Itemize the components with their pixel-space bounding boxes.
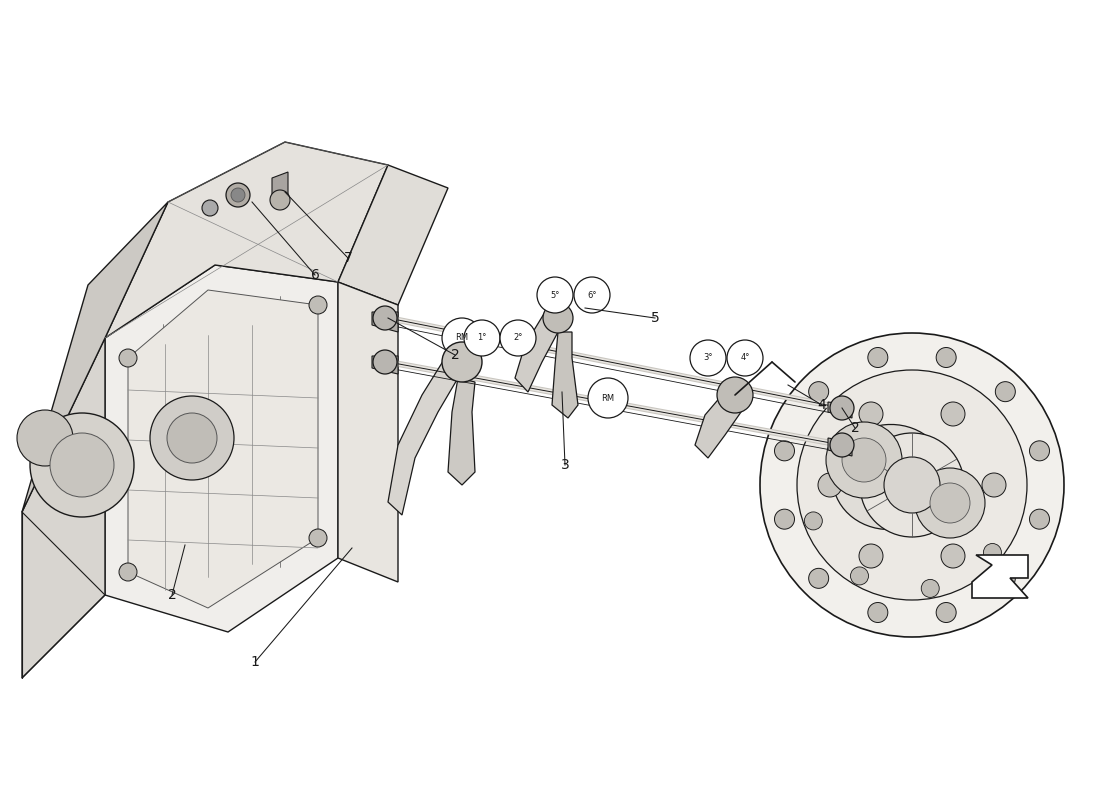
Polygon shape: [104, 265, 338, 632]
Circle shape: [167, 413, 217, 463]
Text: RM: RM: [602, 394, 615, 402]
Text: 1: 1: [251, 655, 260, 669]
Circle shape: [921, 579, 939, 598]
Polygon shape: [338, 282, 398, 582]
Circle shape: [464, 320, 500, 356]
Circle shape: [442, 342, 482, 382]
Text: 5°: 5°: [550, 290, 560, 299]
Text: 2: 2: [850, 421, 859, 435]
Circle shape: [774, 509, 794, 529]
Circle shape: [690, 340, 726, 376]
Polygon shape: [372, 356, 398, 374]
Text: 1°: 1°: [477, 334, 486, 342]
Circle shape: [50, 433, 114, 497]
Circle shape: [309, 529, 327, 547]
Circle shape: [774, 441, 794, 461]
Circle shape: [30, 413, 134, 517]
Circle shape: [830, 396, 854, 420]
Circle shape: [860, 433, 964, 537]
Circle shape: [231, 188, 245, 202]
Circle shape: [808, 568, 828, 588]
Polygon shape: [552, 332, 578, 418]
Polygon shape: [695, 388, 748, 458]
Circle shape: [842, 438, 886, 482]
Polygon shape: [272, 172, 288, 205]
Text: RM: RM: [455, 334, 469, 342]
Text: 6: 6: [310, 268, 319, 282]
Text: 4°: 4°: [740, 354, 750, 362]
Circle shape: [808, 382, 828, 402]
Circle shape: [818, 473, 842, 497]
Circle shape: [859, 402, 883, 426]
Circle shape: [798, 370, 1027, 600]
Circle shape: [868, 347, 888, 367]
Polygon shape: [128, 290, 318, 608]
Circle shape: [727, 340, 763, 376]
Text: 5: 5: [650, 311, 659, 325]
Circle shape: [936, 347, 956, 367]
Circle shape: [868, 602, 888, 622]
Circle shape: [442, 318, 482, 358]
Polygon shape: [372, 312, 398, 332]
Circle shape: [1030, 441, 1049, 461]
Polygon shape: [338, 165, 448, 305]
Circle shape: [309, 296, 327, 314]
Circle shape: [119, 563, 138, 581]
Text: 2: 2: [167, 588, 176, 602]
Text: 6°: 6°: [587, 290, 596, 299]
Text: 3°: 3°: [703, 354, 713, 362]
Circle shape: [930, 483, 970, 523]
Circle shape: [270, 190, 290, 210]
Circle shape: [996, 382, 1015, 402]
Polygon shape: [448, 378, 475, 485]
Circle shape: [915, 468, 984, 538]
Circle shape: [500, 320, 536, 356]
Circle shape: [940, 402, 965, 426]
Polygon shape: [22, 338, 104, 678]
Polygon shape: [972, 555, 1028, 598]
Circle shape: [226, 183, 250, 207]
Circle shape: [884, 457, 940, 513]
Circle shape: [940, 544, 965, 568]
Circle shape: [373, 306, 397, 330]
Circle shape: [996, 568, 1015, 588]
Circle shape: [982, 473, 1007, 497]
Text: 2: 2: [451, 348, 460, 362]
Text: 4: 4: [817, 398, 826, 412]
Circle shape: [804, 512, 823, 530]
Ellipse shape: [833, 425, 947, 530]
Circle shape: [150, 396, 234, 480]
Polygon shape: [104, 142, 388, 338]
Circle shape: [830, 433, 854, 457]
Circle shape: [983, 543, 1001, 562]
Text: 2°: 2°: [514, 334, 522, 342]
Circle shape: [859, 544, 883, 568]
Circle shape: [543, 303, 573, 333]
Text: 3: 3: [561, 458, 570, 472]
Circle shape: [202, 200, 218, 216]
Circle shape: [373, 350, 397, 374]
Polygon shape: [388, 358, 458, 515]
Polygon shape: [22, 202, 168, 512]
Circle shape: [16, 410, 73, 466]
Circle shape: [119, 349, 138, 367]
Circle shape: [717, 377, 754, 413]
Circle shape: [826, 422, 902, 498]
Text: 7: 7: [343, 251, 352, 265]
Circle shape: [1030, 509, 1049, 529]
Circle shape: [850, 567, 869, 585]
Polygon shape: [828, 438, 852, 456]
Polygon shape: [515, 312, 558, 392]
Circle shape: [537, 277, 573, 313]
Circle shape: [574, 277, 611, 313]
Circle shape: [588, 378, 628, 418]
Circle shape: [936, 602, 956, 622]
Circle shape: [760, 333, 1064, 637]
Polygon shape: [828, 402, 852, 418]
